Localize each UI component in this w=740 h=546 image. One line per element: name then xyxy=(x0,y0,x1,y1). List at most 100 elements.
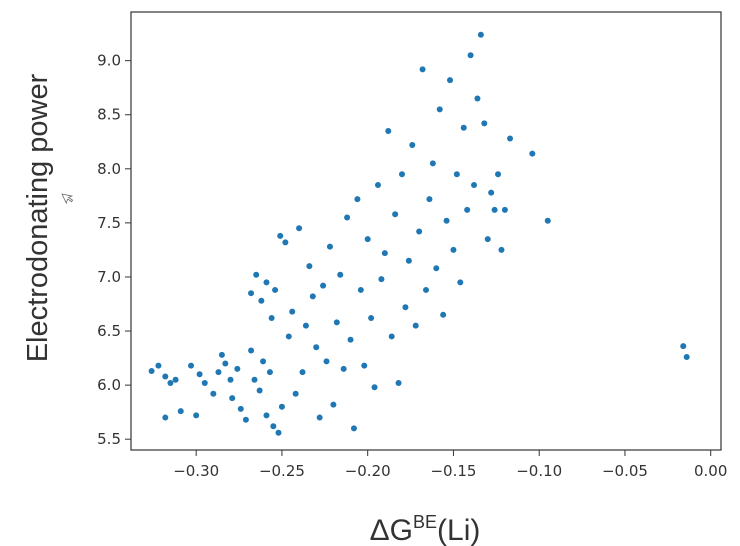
data-point xyxy=(313,344,320,351)
data-point xyxy=(443,217,450,224)
data-point xyxy=(172,376,179,383)
data-point xyxy=(440,311,447,318)
data-point xyxy=(289,308,296,315)
data-point xyxy=(357,286,364,293)
data-point xyxy=(188,362,195,369)
data-point xyxy=(248,290,255,297)
data-point xyxy=(392,211,399,218)
x-tick-label: −0.05 xyxy=(602,462,648,480)
data-point xyxy=(251,376,258,383)
data-point xyxy=(436,106,443,113)
data-point xyxy=(683,353,690,360)
data-point xyxy=(426,196,433,203)
data-point xyxy=(256,387,263,394)
data-point xyxy=(263,412,270,419)
data-point xyxy=(268,315,275,322)
data-point xyxy=(275,429,282,436)
data-point xyxy=(507,135,514,142)
data-point xyxy=(433,265,440,272)
data-point xyxy=(323,358,330,365)
y-tick-label: 9.0 xyxy=(97,52,121,70)
data-point xyxy=(464,206,471,213)
data-point xyxy=(193,412,200,419)
data-point xyxy=(177,408,184,415)
data-point xyxy=(215,369,222,376)
data-point xyxy=(491,206,498,213)
data-point xyxy=(222,360,229,367)
plot-area xyxy=(130,11,722,451)
data-point xyxy=(148,368,155,375)
data-point xyxy=(398,171,405,178)
data-point xyxy=(306,263,313,270)
data-point xyxy=(467,52,474,59)
data-point xyxy=(429,160,436,167)
data-point xyxy=(242,416,249,423)
cursor-icon xyxy=(61,193,74,205)
data-point xyxy=(412,322,419,329)
data-point xyxy=(501,206,508,213)
y-tick-label: 8.5 xyxy=(97,106,121,124)
data-point xyxy=(474,95,481,102)
points-layer xyxy=(148,31,690,436)
data-point xyxy=(371,384,378,391)
data-point xyxy=(167,379,174,386)
data-point xyxy=(477,31,484,38)
data-point xyxy=(162,373,169,380)
data-point xyxy=(248,347,255,354)
data-point xyxy=(260,358,267,365)
data-point xyxy=(495,171,502,178)
data-point xyxy=(423,286,429,293)
data-point xyxy=(544,217,551,224)
x-axis-label-sup: BE xyxy=(413,512,437,532)
data-point xyxy=(258,297,265,304)
data-point xyxy=(210,390,217,397)
data-point xyxy=(481,120,488,127)
data-point xyxy=(374,182,381,189)
data-point xyxy=(350,425,357,432)
x-tick-label: 0.00 xyxy=(694,462,727,480)
data-point xyxy=(285,333,292,340)
data-point xyxy=(419,66,426,73)
data-point xyxy=(282,239,289,246)
data-point xyxy=(299,369,306,376)
y-axis-label: Electrodonating power xyxy=(22,73,54,362)
data-point xyxy=(471,182,478,189)
data-point xyxy=(227,376,234,383)
y-tick-label: 7.5 xyxy=(97,214,121,232)
data-point xyxy=(272,286,279,293)
data-point xyxy=(320,282,327,289)
x-axis-label-main: ΔG xyxy=(370,514,413,546)
data-point xyxy=(361,362,368,369)
data-point xyxy=(457,279,464,286)
x-tick-label: −0.15 xyxy=(430,462,476,480)
y-axis: 5.5 6.0 6.5 7.0 7.5 8.0 8.5 9.0 xyxy=(97,52,131,448)
data-point xyxy=(498,246,505,253)
data-point xyxy=(309,293,316,300)
data-point xyxy=(378,276,385,283)
data-point xyxy=(385,127,392,134)
data-point xyxy=(450,246,457,253)
data-point xyxy=(368,315,375,322)
data-point xyxy=(253,271,260,278)
data-point xyxy=(155,362,162,369)
data-point xyxy=(347,336,354,343)
data-point xyxy=(270,423,277,430)
data-point xyxy=(381,250,388,257)
x-tick-label: −0.25 xyxy=(259,462,305,480)
data-point xyxy=(453,171,460,178)
data-point xyxy=(234,365,241,372)
data-point xyxy=(296,225,303,232)
x-axis-label: ΔGBE(Li) xyxy=(370,512,481,546)
y-tick-label: 6.5 xyxy=(97,322,121,340)
data-point xyxy=(416,228,423,235)
data-point xyxy=(302,322,309,329)
data-point xyxy=(326,243,333,250)
data-point xyxy=(340,365,347,372)
data-point xyxy=(488,189,495,196)
data-point xyxy=(330,401,337,408)
data-point xyxy=(460,124,467,131)
data-point xyxy=(266,369,273,376)
data-point xyxy=(529,150,536,157)
data-point xyxy=(344,214,351,221)
